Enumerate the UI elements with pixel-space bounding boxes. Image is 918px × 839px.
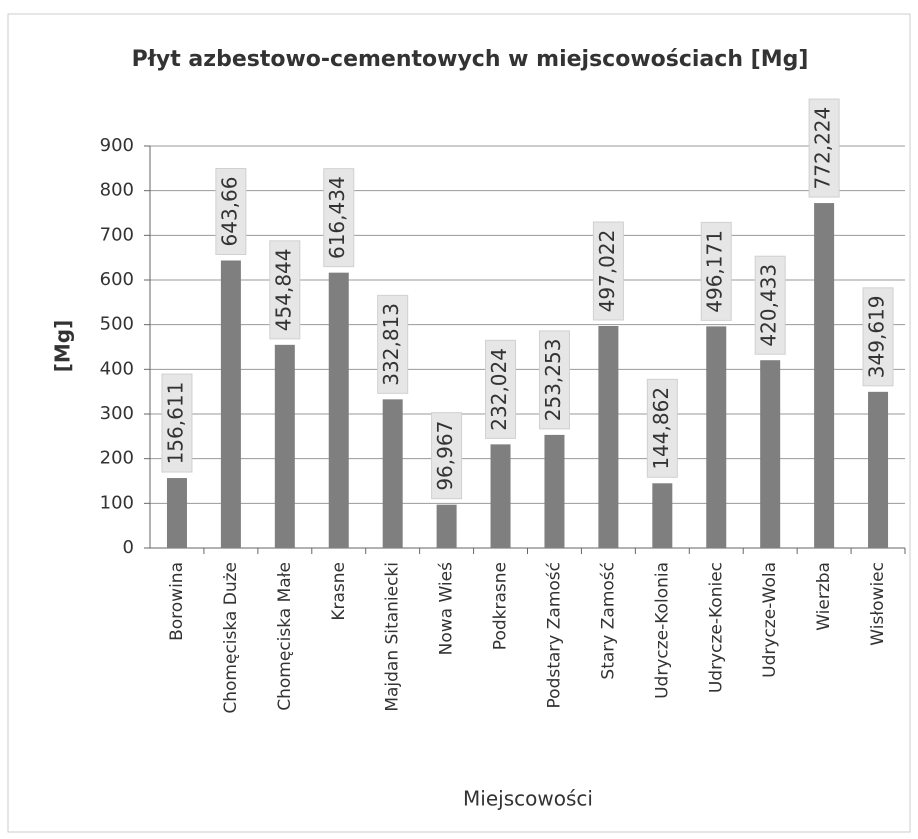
data-label: 96,967 [433,421,457,491]
data-label: 643,66 [217,177,241,247]
data-label-box [431,412,463,500]
data-label-box [592,221,624,321]
x-tick-label: Stary Zamość [598,562,618,680]
bar [166,478,187,548]
bar [544,434,565,548]
y-tick-label: 100 [100,492,134,513]
x-tick-label: Wierzba [814,562,834,631]
data-label-box [215,167,247,255]
y-tick-label: 700 [100,224,134,245]
bar [436,504,457,548]
bar [274,344,295,548]
y-tick-label: 800 [100,180,134,201]
x-tick-label: Krasne [329,562,349,621]
x-tick-label: Udrycze-Wola [760,562,780,678]
chart-title: Płyt azbestowo-cementowych w miejscowośc… [131,47,809,72]
bar [760,360,781,548]
x-tick-label: Chomęciska Duże [221,562,241,714]
bar [868,391,889,548]
data-label: 232,024 [487,348,511,431]
x-tick-label: Udrycze-Koniec [706,562,726,693]
bar [652,483,673,548]
data-label: 332,813 [379,303,403,386]
bar [598,325,619,548]
x-axis-label: Miejscowości [463,787,593,811]
data-label-box [538,330,570,430]
data-label: 156,611 [163,382,187,465]
data-label: 616,434 [325,176,349,259]
data-label: 144,862 [649,387,673,470]
x-tick-label: Wisłowiec [868,562,888,646]
y-tick-label: 0 [123,537,134,558]
bar [328,272,349,548]
data-label: 497,022 [595,230,619,313]
data-label-box [862,287,894,387]
data-label-box [161,373,193,473]
data-label-box [485,339,517,439]
data-label: 454,844 [271,248,295,331]
x-tick-label: Borowina [167,562,187,641]
bar [706,326,727,548]
data-label-box [646,378,678,478]
x-tick-label: Majdan Sitaniecki [383,562,403,712]
y-tick-label: 400 [100,358,134,379]
data-label: 420,433 [757,264,781,347]
bar [490,444,511,548]
chart-border [7,13,911,833]
data-label: 349,619 [865,295,889,378]
y-tick-label: 500 [100,314,134,335]
y-tick-label: 600 [100,269,134,290]
bar [220,260,241,548]
x-tick-label: Nowa Wieś [437,562,457,655]
data-label: 496,171 [703,230,727,313]
data-label: 253,253 [541,339,565,422]
y-tick-label: 900 [100,135,134,156]
data-label-box [323,168,355,268]
data-label-box [700,221,732,321]
x-tick-label: Chomęciska Małe [275,562,295,711]
data-label-box [269,240,301,340]
bar [382,399,403,548]
x-tick-label: Udrycze-Kolonia [652,562,672,699]
y-tick-label: 200 [100,448,134,469]
data-label: 772,224 [811,107,835,190]
data-label-box [754,255,786,355]
x-tick-label: Podkrasne [491,562,511,650]
y-tick-label: 300 [100,403,134,424]
data-label-box [377,294,409,394]
data-label-box [808,98,840,198]
bar [814,203,835,548]
y-axis-label: [Mg] [51,320,75,373]
x-tick-label: Podstary Zamość [544,562,564,708]
